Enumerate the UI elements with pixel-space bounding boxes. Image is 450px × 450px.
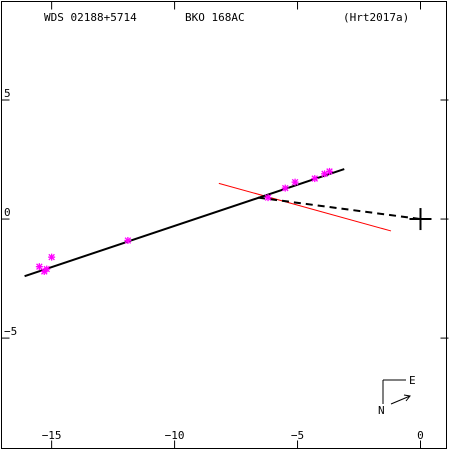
observation-point-d2 — [311, 175, 319, 182]
observation-point-d2 — [326, 168, 333, 175]
observation-point — [326, 167, 334, 175]
observation-point — [264, 194, 272, 202]
observation-point — [124, 236, 132, 244]
observation-point — [48, 253, 56, 261]
compass-east-label: E — [409, 374, 416, 387]
primary-star-marker — [409, 208, 432, 231]
y-axis: 5 0 −5 — [1, 87, 449, 339]
x-tick-label: 0 — [417, 429, 424, 442]
compass: E N — [378, 374, 416, 417]
observation-point — [311, 175, 319, 183]
residual-line — [218, 182, 392, 232]
observation-point-d2 — [281, 184, 289, 192]
y-tick-label: 0 — [4, 206, 11, 219]
x-tick-label: −15 — [42, 429, 62, 442]
dashed-orbit-line — [258, 196, 421, 221]
y-tick-label: −5 — [4, 325, 17, 338]
observation-points — [35, 167, 334, 275]
x-axis: −15 −10 −5 0 — [42, 1, 424, 449]
x-tick-label: −5 — [291, 429, 304, 442]
y-tick-label: 5 — [4, 87, 11, 100]
observation-point — [43, 265, 51, 273]
orbit-fit-line — [24, 168, 345, 278]
header-reference: (Hrt2017a) — [343, 11, 409, 24]
compass-north-label: N — [378, 404, 385, 417]
motion-arrowhead-icon — [403, 394, 411, 402]
observation-point — [291, 178, 299, 186]
observation-point-d2 — [43, 265, 50, 273]
header-system: WDS 02188+5714 — [44, 11, 137, 24]
orbit-lines — [24, 168, 421, 278]
observation-point — [35, 263, 43, 271]
x-tick-label: −10 — [165, 429, 185, 442]
observation-point-d2 — [291, 178, 299, 186]
observation-point-d2 — [124, 237, 132, 244]
observation-point — [281, 184, 289, 192]
observation-point-d2 — [36, 263, 43, 270]
observation-point-d2 — [48, 253, 55, 261]
motion-arrow-icon — [390, 395, 411, 405]
observation-point-d2 — [264, 194, 272, 201]
header-pair: BKO 168AC — [185, 11, 245, 24]
